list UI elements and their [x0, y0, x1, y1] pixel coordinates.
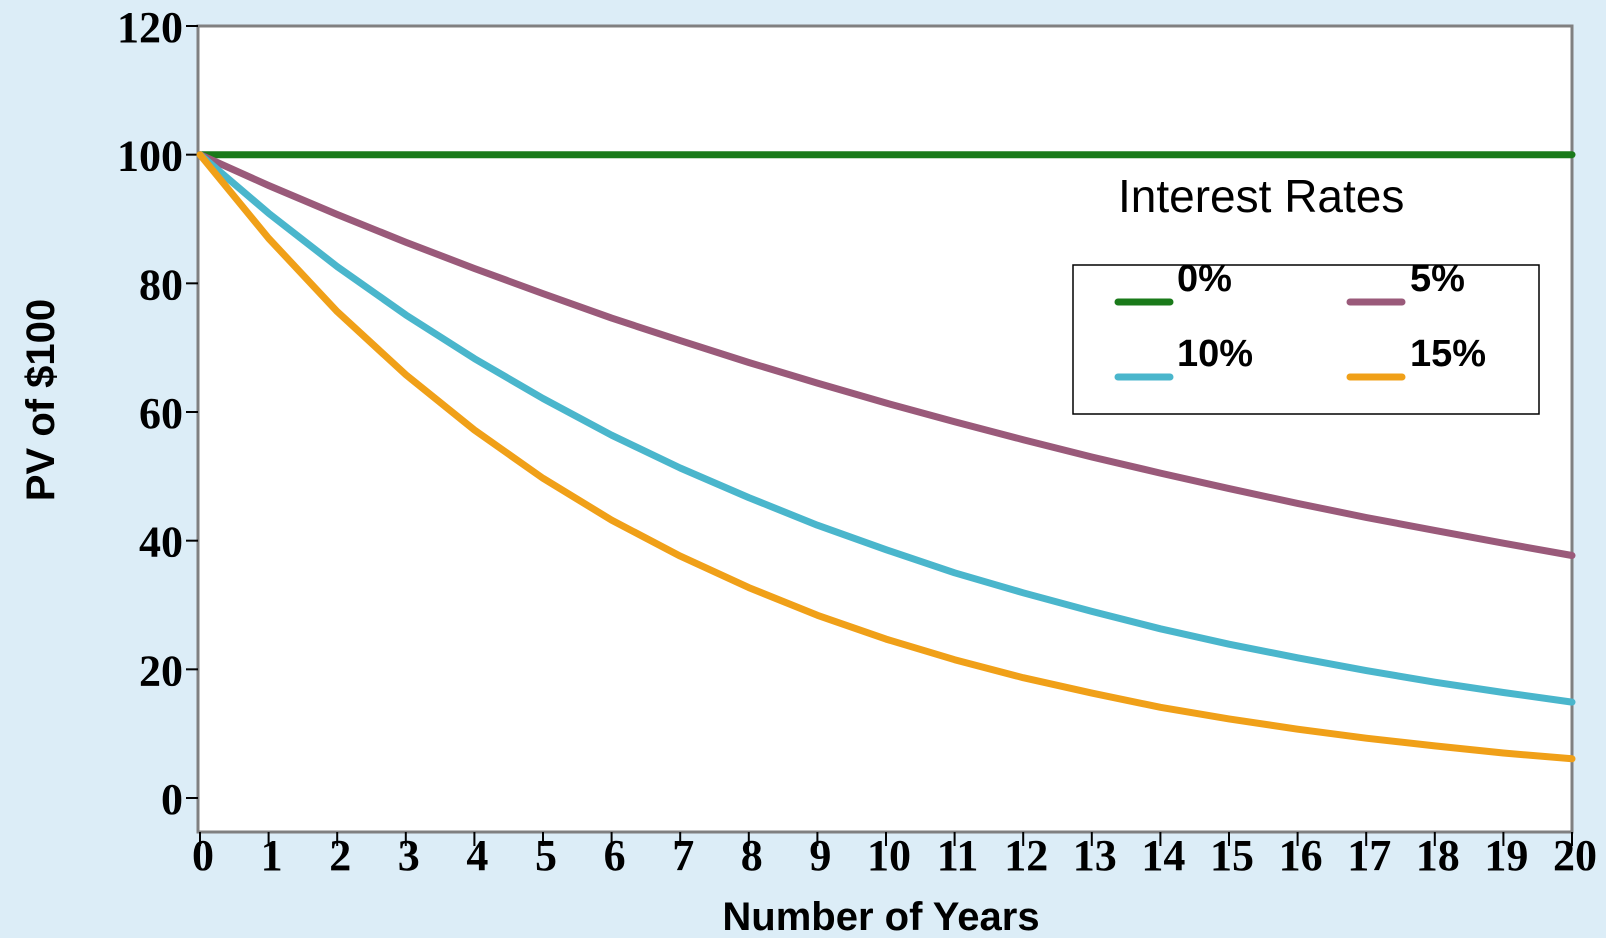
x-tick-label: 10 [867, 831, 911, 880]
x-tick-label: 1 [261, 831, 283, 880]
x-tick-label: 11 [937, 831, 979, 880]
x-tick-label: 14 [1141, 831, 1185, 880]
series-line-15pct [196, 151, 1576, 763]
x-tick-label: 20 [1553, 831, 1597, 880]
x-tick-label: 8 [741, 831, 763, 880]
legend-box [1072, 264, 1540, 415]
x-tick-label: 5 [535, 831, 557, 880]
x-tick-label: 13 [1073, 831, 1117, 880]
x-axis: 0 1 2 3 4 5 6 7 8 9 10 11 12 13 14 15 16 17 18 19 20 [192, 831, 1597, 880]
x-tick-label: 19 [1484, 831, 1528, 880]
x-tick-label: 15 [1210, 831, 1254, 880]
x-tick-label: 9 [809, 831, 831, 880]
x-tick-label: 7 [672, 831, 694, 880]
y-tick-label: 100 [117, 132, 183, 181]
x-tick-label: 0 [192, 831, 214, 880]
x-tick-label: 16 [1279, 831, 1323, 880]
series-line-10pct [196, 151, 1576, 706]
x-tick-label: 18 [1416, 831, 1460, 880]
x-tick-label: 3 [398, 831, 420, 880]
series-line-5pct [196, 151, 1576, 559]
plot-area [196, 24, 1574, 834]
legend: Interest Rates 0% 5% 10% 15% [1072, 170, 1540, 415]
x-axis-title: Number of Years [722, 895, 1039, 938]
x-tick-label: 17 [1347, 831, 1391, 880]
x-tick-label: 2 [329, 831, 351, 880]
y-tick-label: 80 [139, 260, 183, 309]
legend-entries: 0% 5% 10% 15% [1114, 258, 1486, 381]
y-tick-label: 60 [139, 389, 183, 438]
legend-label: 5% [1410, 258, 1465, 300]
y-axis: 0 20 40 60 80 100 120 [117, 3, 198, 824]
legend-title: Interest Rates [1118, 170, 1404, 222]
x-tick-label: 6 [604, 831, 626, 880]
y-tick-label: 120 [117, 3, 183, 52]
legend-label: 10% [1177, 333, 1253, 375]
x-tick-label: 4 [466, 831, 488, 880]
x-tick-label: 12 [1004, 831, 1048, 880]
legend-label: 15% [1410, 333, 1486, 375]
y-tick-label: 0 [161, 775, 183, 824]
y-tick-label: 40 [139, 518, 183, 567]
legend-label: 0% [1177, 258, 1232, 300]
series-lines [196, 151, 1576, 763]
y-tick-label: 20 [139, 646, 183, 695]
y-axis-title: PV of $100 [19, 299, 63, 501]
